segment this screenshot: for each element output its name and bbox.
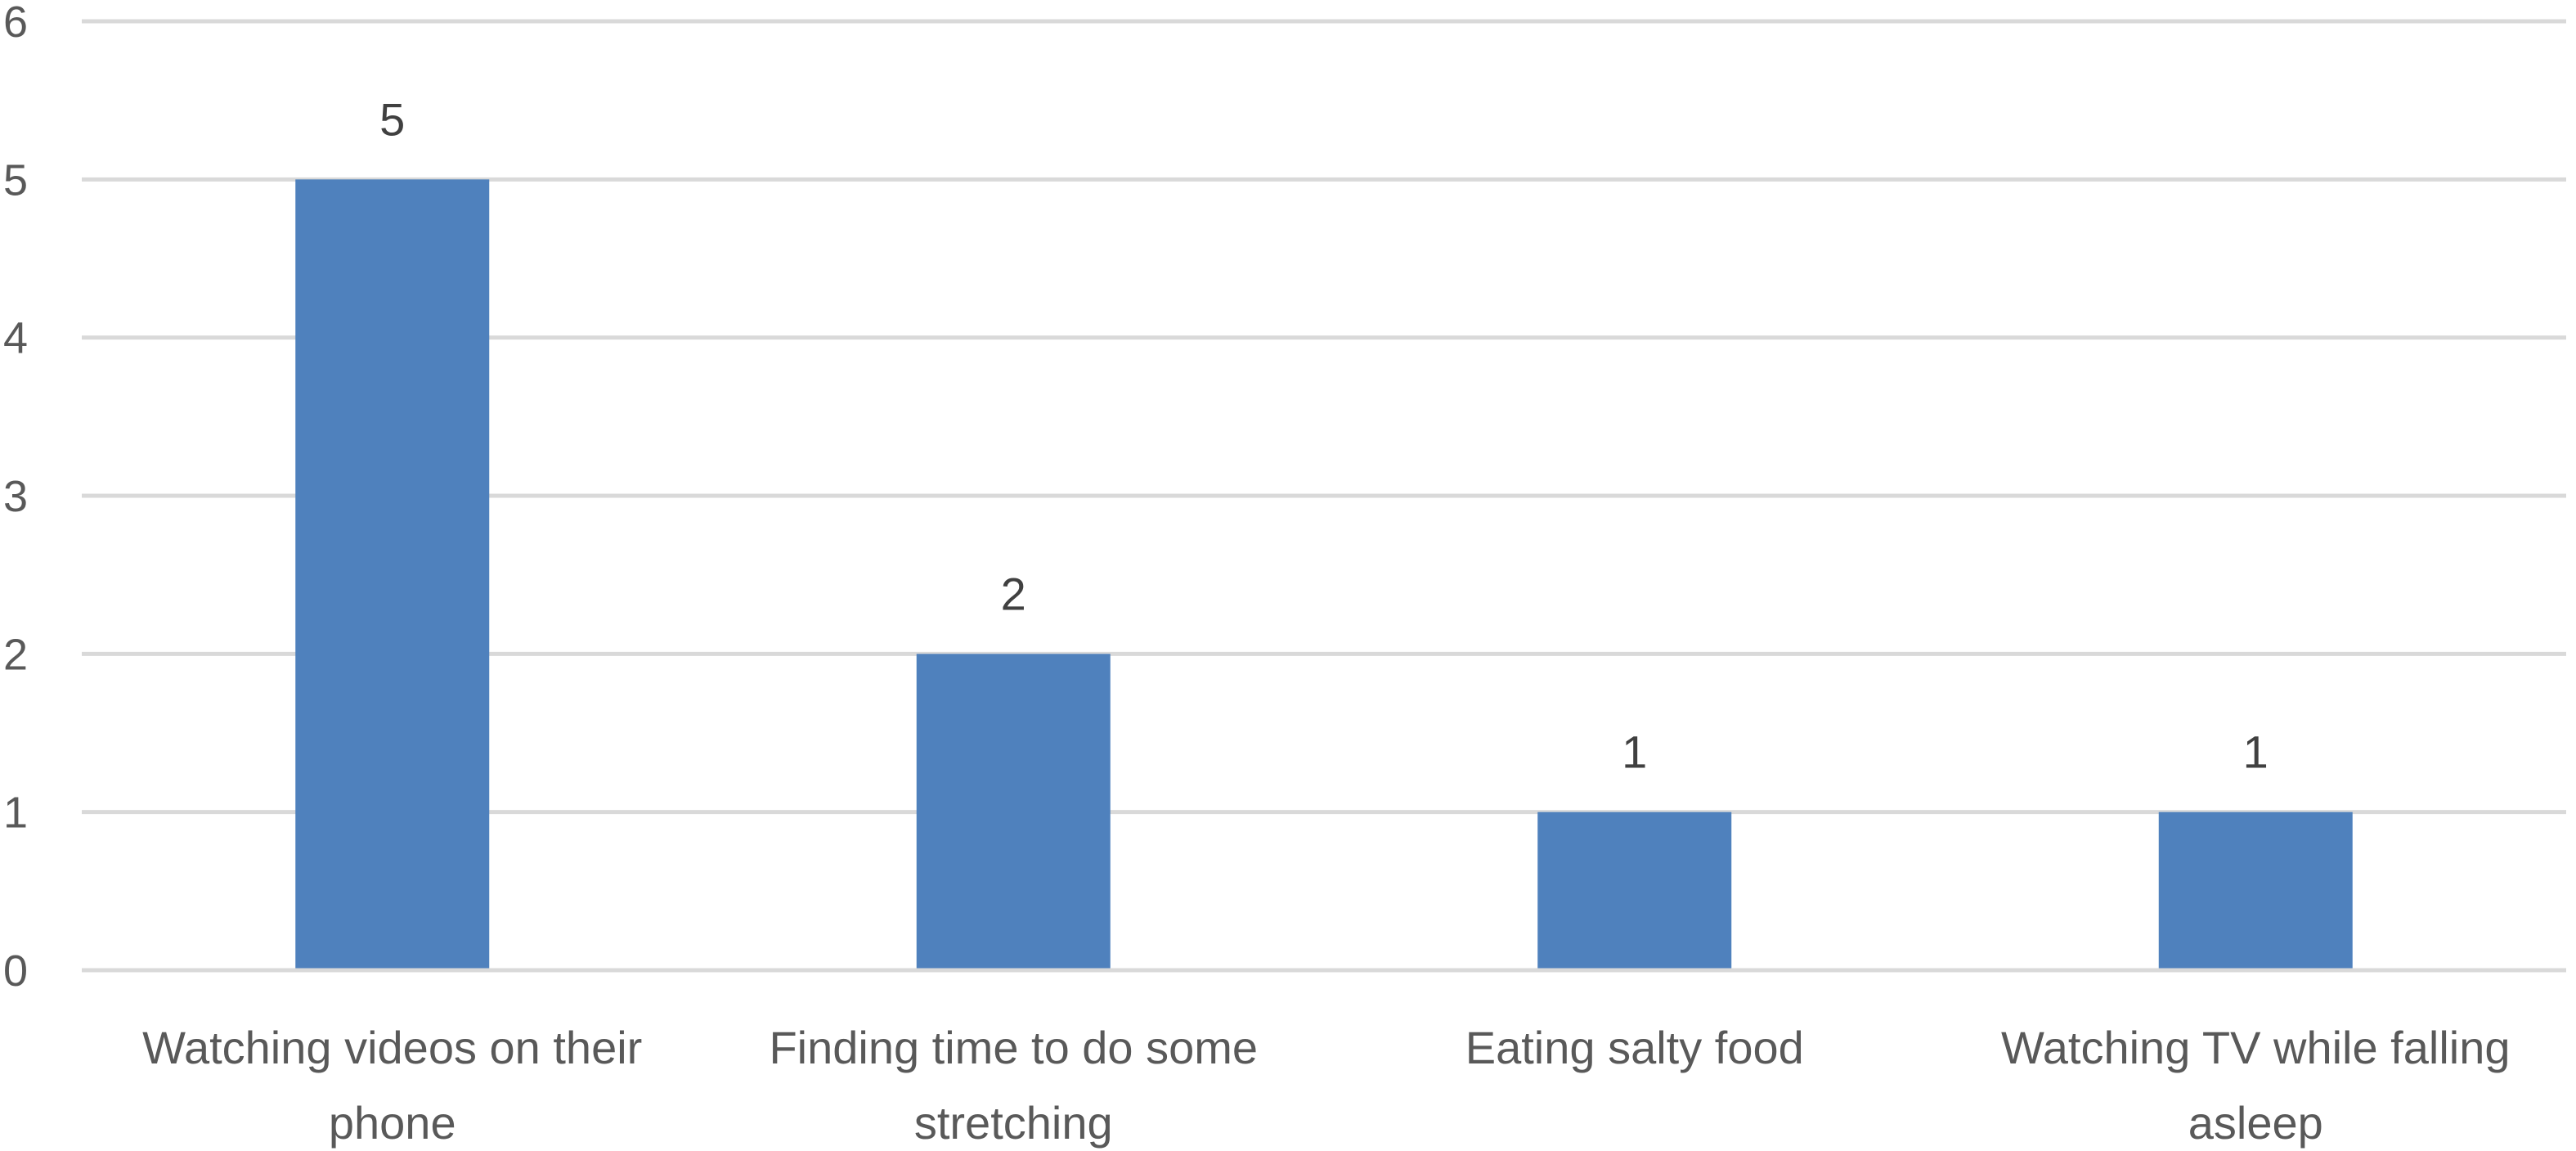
data-label: 1: [1622, 726, 1647, 778]
y-tick-label: 0: [3, 946, 28, 996]
bar: [1537, 812, 1732, 970]
bars: [295, 179, 2353, 971]
x-tick-label: Watching TV while falling asleep: [2001, 1022, 2511, 1149]
gridlines: [82, 19, 2566, 815]
x-tick-label-line: Finding time to do some: [769, 1022, 1258, 1073]
y-tick-label: 4: [3, 314, 28, 363]
x-tick-label: Eating salty food: [1465, 1022, 1804, 1073]
y-tick-label: 1: [3, 789, 28, 838]
data-label: 1: [2243, 726, 2269, 778]
bar: [295, 179, 490, 971]
x-tick-label-line: Watching videos on their: [142, 1022, 642, 1073]
y-axis-tick-labels: 0 1 2 3 4 5 6: [3, 0, 28, 996]
data-label: 2: [1001, 568, 1026, 619]
y-tick-label: 2: [3, 630, 28, 679]
data-labels: 5 2 1 1: [379, 93, 2269, 777]
y-tick-label: 5: [3, 155, 28, 205]
x-tick-label: Finding time to do some stretching: [769, 1022, 1258, 1149]
x-tick-label-line: phone: [329, 1097, 456, 1149]
x-tick-label: Watching videos on their phone: [142, 1022, 642, 1149]
x-tick-label-line: Watching TV while falling: [2001, 1022, 2511, 1073]
y-tick-label: 3: [3, 472, 28, 521]
data-label: 5: [379, 93, 405, 145]
x-tick-label-line: Eating salty food: [1465, 1022, 1804, 1073]
y-tick-label: 6: [3, 0, 28, 47]
x-tick-label-line: stretching: [914, 1097, 1113, 1149]
x-axis-tick-labels: Watching videos on their phone Finding tim…: [142, 1022, 2510, 1149]
bar: [2158, 812, 2353, 970]
x-tick-label-line: asleep: [2188, 1097, 2323, 1149]
bar: [916, 654, 1111, 970]
